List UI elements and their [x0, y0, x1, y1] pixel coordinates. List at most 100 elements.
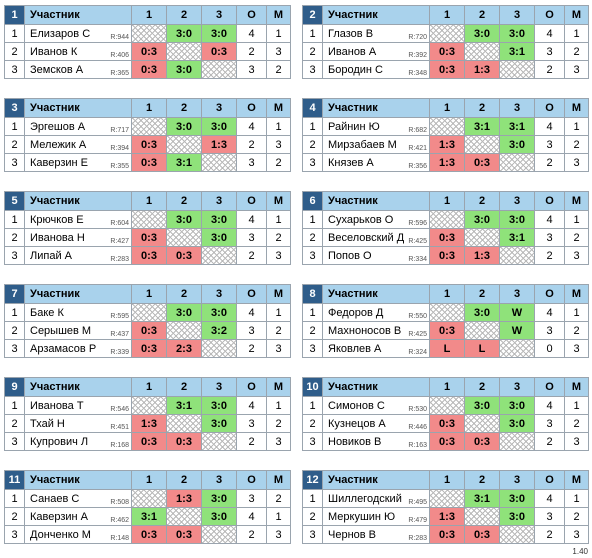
player-name[interactable]: Купрович Л	[30, 435, 89, 448]
self-cell	[131, 24, 167, 43]
player-rating: R:324	[407, 349, 427, 356]
self-cell	[499, 60, 535, 79]
player-name[interactable]: Шиллегодский	[328, 492, 402, 505]
player-rating: R:546	[109, 406, 129, 413]
score-cell: 0:3	[201, 42, 237, 61]
player-name[interactable]: Яковлев А	[328, 342, 382, 355]
column-header: 2	[166, 98, 202, 118]
self-cell	[429, 24, 465, 43]
score-cell: 3:1	[499, 117, 535, 136]
points-cell: 2	[236, 42, 267, 61]
player-name[interactable]: Мирзабаев М	[328, 138, 397, 151]
table-row: 2 Иванов А R:392 0:3 3:1 3 2	[302, 42, 589, 61]
score-cell: 3:1	[499, 42, 535, 61]
player-rating: R:283	[109, 256, 129, 263]
column-header: 1	[429, 470, 465, 490]
player-name[interactable]: Кузнецов А	[328, 417, 386, 430]
player-name[interactable]: Новиков В	[328, 435, 382, 448]
group-header-row: 6 Участник 1 2 3 О М	[302, 191, 589, 211]
player-name[interactable]: Арзамасов Р	[30, 342, 97, 355]
player-name[interactable]: Серышев М	[30, 324, 92, 337]
points-cell: 3	[236, 321, 267, 340]
player-name[interactable]: Каверзин Е	[30, 156, 89, 169]
group-number: 7	[4, 284, 25, 304]
player-name[interactable]: Иванов А	[328, 45, 377, 58]
place-cell: 2	[564, 507, 589, 526]
player-name[interactable]: Елизаров С	[30, 27, 91, 40]
column-header: О	[236, 98, 267, 118]
player-name[interactable]: Веселовский Д	[328, 231, 405, 244]
self-cell	[166, 42, 202, 61]
player-name[interactable]: Бородин С	[328, 63, 383, 76]
player-rating: R:148	[109, 535, 129, 542]
player-name[interactable]: Иванов К	[30, 45, 78, 58]
player-name[interactable]: Сухарьков О	[328, 213, 394, 226]
column-header: 3	[201, 377, 237, 397]
table-row: 2 Серышев М R:437 0:3 3:2 3 2	[4, 321, 291, 340]
score-cell: 1:3	[429, 153, 465, 172]
row-number: 1	[302, 210, 323, 229]
table-row: 1 Федоров Д R:550 3:0 W 4 1	[302, 303, 589, 322]
self-cell	[499, 339, 535, 358]
player-name[interactable]: Иванова Н	[30, 231, 85, 244]
player-name[interactable]: Князев А	[328, 156, 374, 169]
column-header: 3	[499, 98, 535, 118]
self-cell	[131, 210, 167, 229]
player-name[interactable]: Каверзин А	[30, 510, 89, 523]
place-cell: 2	[564, 135, 589, 154]
column-header: М	[564, 5, 589, 25]
score-cell: 3:1	[166, 396, 202, 415]
player-name[interactable]: Глазов В	[328, 27, 374, 40]
group-number: 3	[4, 98, 25, 118]
row-number: 1	[302, 489, 323, 508]
column-header: 1	[429, 284, 465, 304]
self-cell	[429, 396, 465, 415]
score-cell: 3:0	[464, 24, 500, 43]
column-header: 2	[166, 5, 202, 25]
place-cell: 3	[564, 153, 589, 172]
player-name[interactable]: Райнин Ю	[328, 120, 380, 133]
player-name[interactable]: Баке К	[30, 306, 64, 319]
player-name[interactable]: Эргешов А	[30, 120, 86, 133]
participant-cell: Кузнецов А R:446	[322, 414, 430, 433]
self-cell	[201, 339, 237, 358]
column-header: 3	[499, 284, 535, 304]
score-cell: 0:3	[464, 525, 500, 544]
participant-cell: Новиков В R:163	[322, 432, 430, 451]
column-header: 1	[131, 5, 167, 25]
player-name[interactable]: Махноносов В	[328, 324, 402, 337]
score-cell: 3:0	[499, 24, 535, 43]
group-table: 12 Участник 1 2 3 О М 1 Шиллегодский R:495 3:1 3:0 4…	[302, 470, 589, 544]
column-header: 3	[499, 377, 535, 397]
points-cell: 2	[236, 135, 267, 154]
score-cell: 3:1	[464, 489, 500, 508]
column-header: 2	[166, 377, 202, 397]
player-name[interactable]: Мележик А	[30, 138, 87, 151]
player-rating: R:451	[109, 424, 129, 431]
player-name[interactable]: Федоров Д	[328, 306, 384, 319]
table-row: 3 Каверзин Е R:355 0:3 3:1 3 2	[4, 153, 291, 172]
place-cell: 3	[266, 246, 291, 265]
player-name[interactable]: Земсков А	[30, 63, 84, 76]
player-name[interactable]: Донченко М	[30, 528, 91, 541]
self-cell	[429, 303, 465, 322]
row-number: 1	[4, 24, 25, 43]
participant-cell: Баке К R:595	[24, 303, 132, 322]
table-row: 3 Донченко М R:148 0:3 0:3 2 3	[4, 525, 291, 544]
player-name[interactable]: Тхай Н	[30, 417, 65, 430]
player-name[interactable]: Санаев С	[30, 492, 80, 505]
player-name[interactable]: Иванова Т	[30, 399, 84, 412]
score-cell: 3:0	[201, 24, 237, 43]
player-rating: R:334	[407, 256, 427, 263]
player-name[interactable]: Меркушин Ю	[328, 510, 396, 523]
column-header: 2	[166, 470, 202, 490]
score-cell: 0:3	[131, 246, 167, 265]
place-cell: 1	[266, 396, 291, 415]
player-name[interactable]: Попов О	[328, 249, 372, 262]
score-cell: 0:3	[429, 414, 465, 433]
player-name[interactable]: Чернов В	[328, 528, 376, 541]
player-name[interactable]: Симонов С	[328, 399, 385, 412]
player-name[interactable]: Крючков Е	[30, 213, 84, 226]
player-name[interactable]: Липай А	[30, 249, 72, 262]
column-header: М	[564, 377, 589, 397]
